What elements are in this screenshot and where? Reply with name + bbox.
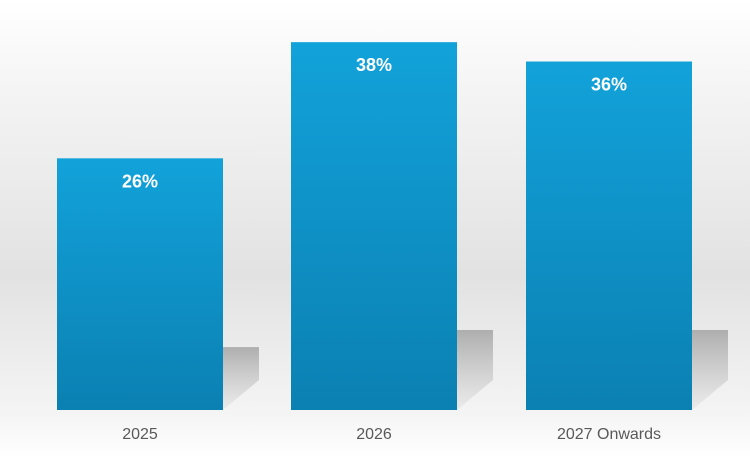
bar-2027-onwards bbox=[526, 61, 692, 411]
bar-shadow bbox=[692, 330, 728, 410]
value-label: 26% bbox=[122, 171, 158, 191]
category-labels-group: 2025 2026 2027 Onwards bbox=[122, 426, 661, 443]
bar-2025 bbox=[57, 158, 223, 410]
bar-shadow bbox=[223, 347, 259, 410]
bar-2026 bbox=[291, 42, 457, 410]
value-labels-group: 26% 38% 36% bbox=[122, 55, 627, 191]
bars-group bbox=[57, 42, 692, 411]
category-label: 2027 Onwards bbox=[557, 426, 661, 443]
bar-shadow bbox=[457, 330, 493, 410]
value-label: 36% bbox=[591, 75, 627, 95]
value-label: 38% bbox=[356, 55, 392, 75]
category-label: 2026 bbox=[356, 426, 392, 443]
category-label: 2025 bbox=[122, 426, 158, 443]
bar-shadows bbox=[223, 330, 728, 410]
